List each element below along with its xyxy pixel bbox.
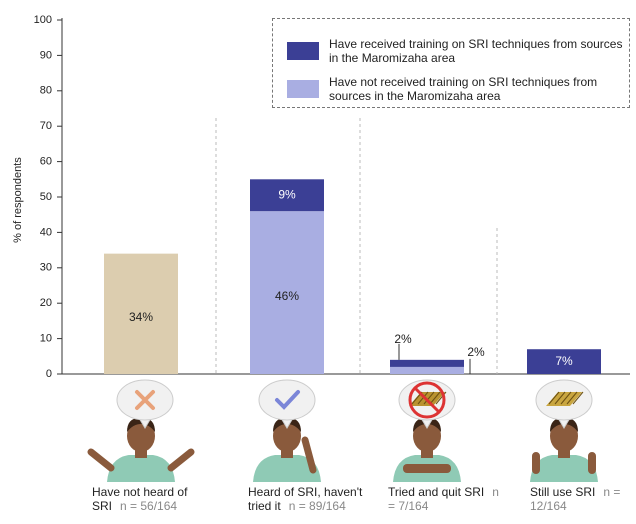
legend-label: Have received training on SRI techniques… [329, 37, 623, 65]
shirt [530, 455, 598, 482]
person [530, 417, 598, 482]
y-tick-label: 90 [40, 49, 52, 61]
illustrations [87, 379, 598, 482]
leader [466, 358, 471, 375]
head [413, 420, 441, 452]
icon-check [275, 390, 300, 410]
sample-size: n = 12/164 [530, 485, 621, 513]
speech-bubble [258, 379, 316, 421]
hair [273, 417, 301, 432]
person [253, 417, 321, 482]
bar-segment [250, 179, 324, 212]
value-label: 7% [555, 354, 573, 368]
category-label: Have not heard of SRI n = 56/164 [92, 485, 202, 513]
bar-segment [527, 349, 601, 374]
shirt [107, 455, 175, 482]
row [560, 391, 572, 405]
y-tick-label: 20 [40, 297, 52, 309]
neck [421, 448, 433, 458]
sample-size: n = 89/164 [288, 499, 346, 513]
y-tick-label: 60 [40, 156, 52, 168]
head [127, 420, 155, 452]
legend-item: Have not received training on SRI techni… [287, 75, 629, 103]
neck [281, 448, 293, 458]
value-label: 34% [129, 310, 153, 324]
y-tick-label: 70 [40, 120, 52, 132]
category-label: Still use SRI n = 12/164 [530, 485, 636, 513]
crossed-arms [403, 464, 451, 473]
hair [413, 417, 441, 432]
y-axis-label: % of respondents [12, 157, 24, 243]
y-tick-label: 0 [46, 368, 52, 380]
category-name: Tried and quit SRI [388, 485, 485, 499]
person [393, 417, 461, 482]
category-label: Heard of SRI, haven't tried it n = 89/164 [248, 485, 383, 513]
row [572, 391, 584, 405]
icon-x [135, 390, 155, 410]
field [546, 392, 582, 406]
value-label: 2% [394, 332, 412, 346]
no-ring [408, 381, 446, 419]
bar-segment [390, 359, 464, 367]
row [554, 391, 566, 405]
y-tick-label: 100 [34, 14, 52, 26]
person [87, 417, 195, 482]
row [566, 391, 578, 405]
head [273, 420, 301, 452]
neck [135, 448, 147, 458]
no-slash [413, 386, 441, 414]
legend-label: Have not received training on SRI techni… [329, 75, 598, 103]
category-name: Have not heard of SRI [92, 485, 188, 513]
thumbs [532, 452, 596, 474]
legend-swatch [287, 80, 319, 98]
legend-swatch [287, 42, 319, 60]
y-tick-label: 50 [40, 191, 52, 203]
neck [558, 448, 570, 458]
bar-segment [104, 253, 178, 374]
row [548, 391, 560, 405]
legend: Have received training on SRI techniques… [272, 18, 630, 108]
value-label: 9% [278, 187, 296, 201]
hair [550, 417, 578, 432]
legend-item: Have received training on SRI techniques… [287, 37, 629, 65]
value-label: 2% [467, 345, 485, 359]
bar-segment [390, 366, 464, 374]
arm [301, 436, 317, 474]
icon-rice-grid [546, 391, 584, 406]
sample-size: n = 7/164 [388, 485, 499, 513]
row [423, 391, 435, 405]
head [550, 420, 578, 452]
value-label: 46% [275, 289, 299, 303]
y-tick-label: 40 [40, 226, 52, 238]
shirt [253, 455, 321, 482]
y-tick-label: 10 [40, 333, 52, 345]
category-name: Heard of SRI, haven't tried it [248, 485, 363, 513]
row [429, 391, 441, 405]
bar-segment [250, 211, 324, 374]
category-name: Still use SRI [530, 485, 596, 499]
y-tick-label: 30 [40, 262, 52, 274]
arms [87, 448, 195, 472]
sample-size: n = 56/164 [120, 499, 178, 513]
category-label: Tried and quit SRI n = 7/164 [388, 485, 508, 513]
y-tick-label: 80 [40, 85, 52, 97]
